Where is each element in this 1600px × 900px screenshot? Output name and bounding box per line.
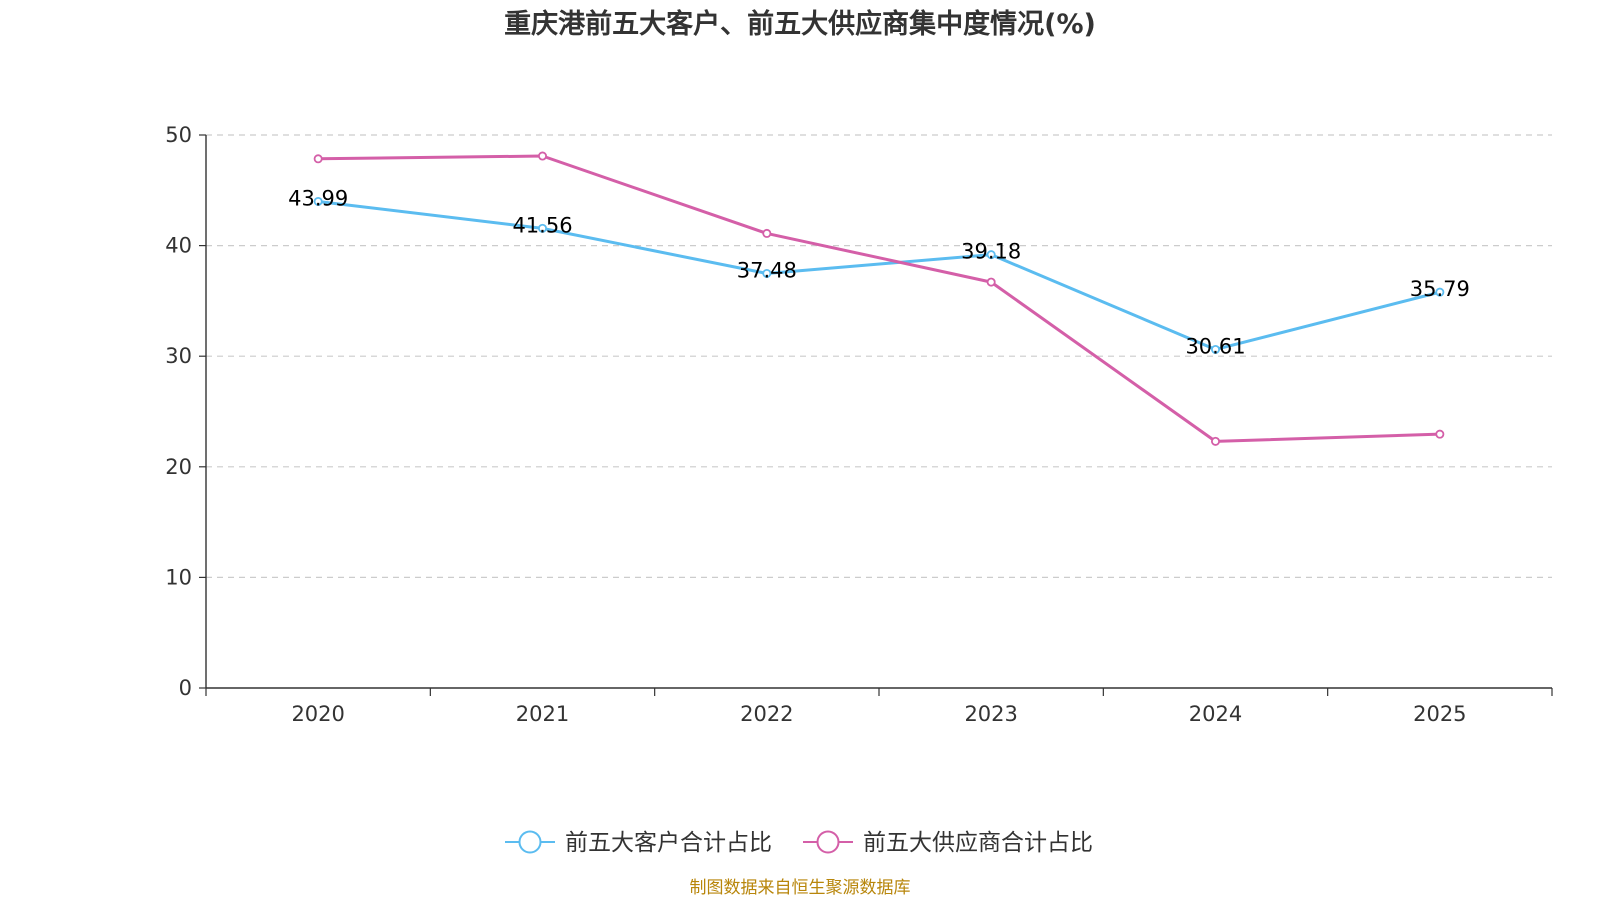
legend-item-1[interactable]: 前五大客户合计占比 <box>505 830 772 856</box>
data-point <box>1435 287 1445 297</box>
y-tick-label: 30 <box>165 344 192 368</box>
series-layer <box>313 151 1445 446</box>
legend-marker-icon <box>518 830 542 854</box>
y-tick-label: 20 <box>165 455 192 479</box>
y-tick-label: 0 <box>179 676 192 700</box>
x-tick-label: 2025 <box>1413 702 1466 726</box>
source-note: 制图数据来自恒生聚源数据库 <box>690 878 911 898</box>
data-label: 39.18 <box>961 240 1021 264</box>
series-line-2 <box>318 154 1440 443</box>
data-label: 30.61 <box>1185 334 1245 358</box>
legend-label: 前五大客户合计占比 <box>565 830 772 856</box>
x-tick-label: 2022 <box>740 702 793 726</box>
x-tick-label: 2020 <box>291 702 344 726</box>
data-point <box>538 223 548 233</box>
data-point <box>762 268 772 278</box>
data-point <box>762 228 772 238</box>
x-tick-label: 2024 <box>1189 702 1242 726</box>
chart-title: 重庆港前五大客户、前五大供应商集中度情况(%) <box>504 8 1096 40</box>
data-label: 35.79 <box>1410 277 1470 301</box>
legend-label: 前五大供应商合计占比 <box>863 830 1093 856</box>
data-point <box>986 250 996 260</box>
data-point <box>1211 344 1221 354</box>
data-label: 43.99 <box>288 186 348 210</box>
data-point <box>313 196 323 206</box>
data-point <box>1211 436 1221 446</box>
data-point <box>1435 429 1445 439</box>
data-point <box>986 277 996 287</box>
x-tick-label: 2023 <box>964 702 1017 726</box>
y-tick-label: 10 <box>165 565 192 589</box>
data-point <box>538 151 548 161</box>
data-labels: 43.99 41.56 37.48 39.18 30.61 35.79 <box>288 186 1470 358</box>
legend-item-2[interactable]: 前五大供应商合计占比 <box>803 830 1093 856</box>
series-line-1 <box>317 199 1441 351</box>
y-tick-label: 50 <box>165 123 192 147</box>
grid-lines <box>206 134 1552 579</box>
legend-marker-icon <box>816 830 840 854</box>
data-label: 37.48 <box>737 258 797 282</box>
data-label: 41.56 <box>512 213 572 237</box>
axes: 0 10 20 30 40 50 2020 2021 2022 2023 2024 2025 <box>165 123 1553 726</box>
x-tick-label: 2021 <box>516 702 569 726</box>
legend[interactable]: 前五大客户合计占比 前五大供应商合计占比 <box>505 830 1093 856</box>
data-point <box>313 154 323 164</box>
y-tick-label: 40 <box>165 234 192 258</box>
